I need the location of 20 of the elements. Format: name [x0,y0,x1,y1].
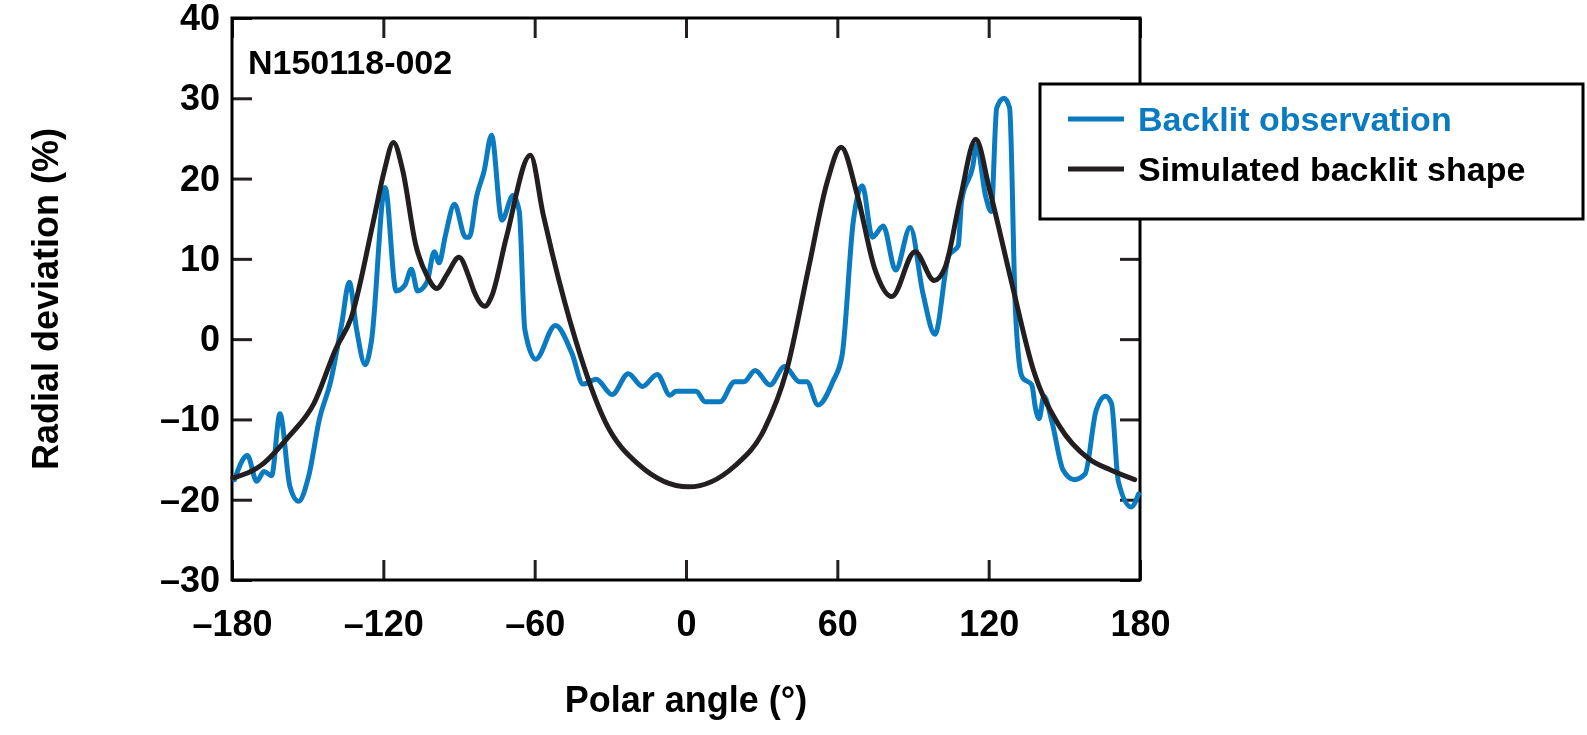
y-axis-title: Radial deviation (%) [25,127,66,471]
y-tick-label: 0 [199,318,220,360]
x-tick-label: 60 [817,602,858,644]
x-tick-label: 0 [676,602,697,644]
y-tick-label: 30 [179,77,220,119]
x-tick-label: 180 [1110,602,1171,644]
x-axis-title: Polar angle (°) [564,679,808,720]
legend-label: Simulated backlit shape [1138,150,1526,188]
y-tick-label: 10 [179,237,220,279]
x-tick-label: 120 [959,602,1020,644]
x-tick-label: –180 [192,602,273,644]
y-tick-label: –30 [159,559,220,601]
y-tick-label: –10 [159,398,220,440]
y-tick-label: 40 [179,0,220,39]
annotation: N150118-002 [248,43,453,81]
y-tick-label: –20 [159,478,220,520]
legend-label: Backlit observation [1138,100,1452,138]
x-tick-label: –120 [343,602,424,644]
x-tick-label: –60 [505,602,566,644]
y-tick-label: 20 [179,157,220,199]
